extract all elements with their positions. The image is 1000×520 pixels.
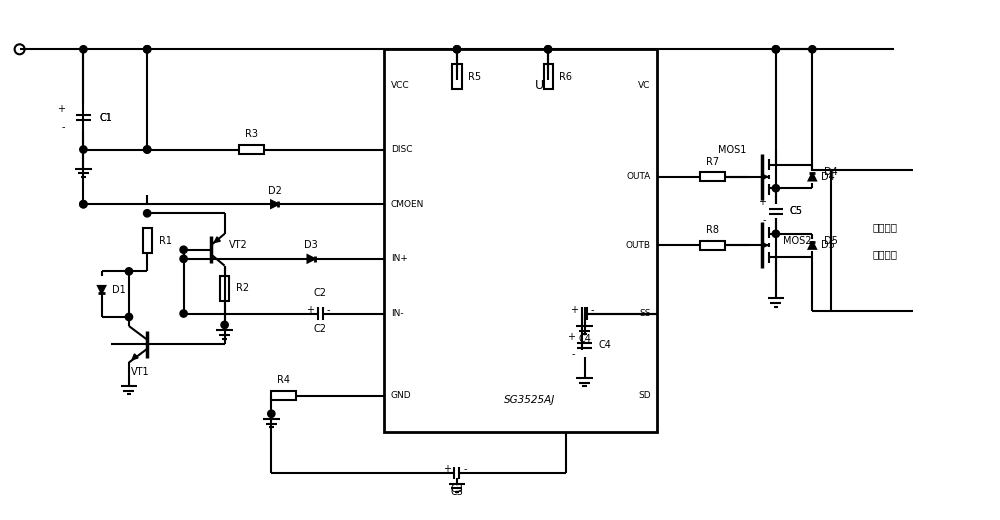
Text: +: +: [567, 332, 575, 342]
Circle shape: [993, 46, 1000, 53]
Circle shape: [80, 201, 87, 208]
Text: CMOEN: CMOEN: [391, 200, 424, 209]
Text: DISC: DISC: [391, 145, 412, 154]
Text: -: -: [463, 464, 467, 474]
Text: U: U: [534, 79, 544, 92]
Text: C4: C4: [598, 341, 611, 350]
Text: C1: C1: [99, 113, 112, 123]
Text: -: -: [763, 215, 766, 225]
Circle shape: [125, 268, 133, 275]
Text: -: -: [62, 122, 65, 132]
Text: C3: C3: [451, 484, 463, 494]
Text: D5: D5: [824, 236, 838, 245]
Bar: [143, 228, 152, 253]
Text: C2: C2: [314, 324, 327, 334]
Text: VC: VC: [638, 81, 651, 90]
Bar: [452, 64, 462, 89]
Text: OUTA: OUTA: [626, 172, 651, 181]
Text: +: +: [443, 464, 451, 474]
Bar: [239, 145, 264, 154]
Text: VT1: VT1: [131, 367, 150, 376]
Text: R7: R7: [706, 157, 719, 167]
Circle shape: [809, 46, 816, 53]
Text: D5: D5: [821, 240, 835, 250]
Circle shape: [180, 255, 187, 263]
Text: MOS2: MOS2: [783, 236, 811, 245]
Text: C5: C5: [790, 206, 803, 216]
Text: MOS1: MOS1: [718, 145, 746, 154]
Text: C1: C1: [99, 113, 112, 123]
Bar: [220, 276, 229, 301]
Bar: [700, 172, 725, 181]
Text: R1: R1: [159, 236, 172, 245]
Text: D4: D4: [821, 172, 835, 182]
Text: C5: C5: [790, 206, 803, 216]
Text: C2: C2: [314, 288, 327, 297]
Text: GND: GND: [391, 391, 412, 400]
Circle shape: [995, 151, 999, 155]
Circle shape: [180, 246, 187, 253]
Text: 三次谐波: 三次谐波: [873, 222, 898, 232]
Circle shape: [772, 46, 780, 53]
Circle shape: [180, 310, 187, 317]
Polygon shape: [308, 255, 315, 263]
Circle shape: [993, 46, 1000, 53]
Text: SG3525AJ: SG3525AJ: [504, 395, 555, 405]
Text: R6: R6: [559, 72, 572, 82]
Text: D1: D1: [112, 284, 125, 295]
Circle shape: [772, 230, 780, 238]
Circle shape: [144, 210, 151, 217]
Circle shape: [772, 185, 780, 192]
Text: D3: D3: [304, 240, 318, 250]
Text: VCC: VCC: [391, 81, 410, 90]
Circle shape: [80, 146, 87, 153]
Text: -: -: [591, 305, 594, 315]
Text: R8: R8: [706, 225, 719, 235]
Text: R4: R4: [277, 375, 290, 385]
Polygon shape: [271, 201, 278, 208]
Bar: [700, 241, 725, 250]
Circle shape: [144, 46, 151, 53]
Text: +: +: [306, 305, 314, 315]
Bar: [384, 49, 657, 432]
Text: SS: SS: [639, 309, 651, 318]
Text: 消除电路: 消除电路: [873, 249, 898, 259]
Polygon shape: [98, 286, 105, 293]
Text: OUTB: OUTB: [626, 241, 651, 250]
Bar: [271, 391, 296, 400]
Text: C3: C3: [451, 487, 463, 497]
Text: IN-: IN-: [391, 309, 404, 318]
Circle shape: [144, 146, 151, 153]
Text: +: +: [758, 197, 766, 207]
Polygon shape: [809, 241, 816, 249]
Circle shape: [772, 46, 780, 53]
Text: VT2: VT2: [229, 240, 248, 250]
Circle shape: [221, 321, 228, 329]
Circle shape: [80, 201, 87, 208]
Circle shape: [144, 146, 151, 153]
Text: R3: R3: [245, 129, 258, 139]
Text: D4: D4: [824, 167, 837, 177]
Circle shape: [544, 46, 552, 53]
Text: -: -: [326, 305, 330, 315]
Circle shape: [144, 46, 151, 53]
Text: R2: R2: [236, 283, 249, 293]
Text: R5: R5: [468, 72, 481, 82]
Text: D2: D2: [268, 186, 282, 196]
Text: -: -: [571, 349, 575, 359]
Bar: [831, 170, 940, 311]
Circle shape: [268, 410, 275, 418]
Text: SD: SD: [638, 391, 651, 400]
Bar: [544, 64, 553, 89]
Text: C4: C4: [578, 334, 591, 344]
Circle shape: [80, 46, 87, 53]
Circle shape: [453, 46, 461, 53]
Circle shape: [544, 46, 552, 53]
Text: +: +: [57, 103, 65, 113]
Polygon shape: [809, 173, 816, 180]
Circle shape: [125, 313, 133, 321]
Text: +: +: [570, 305, 578, 315]
Text: IN+: IN+: [391, 254, 408, 263]
Circle shape: [453, 46, 461, 53]
